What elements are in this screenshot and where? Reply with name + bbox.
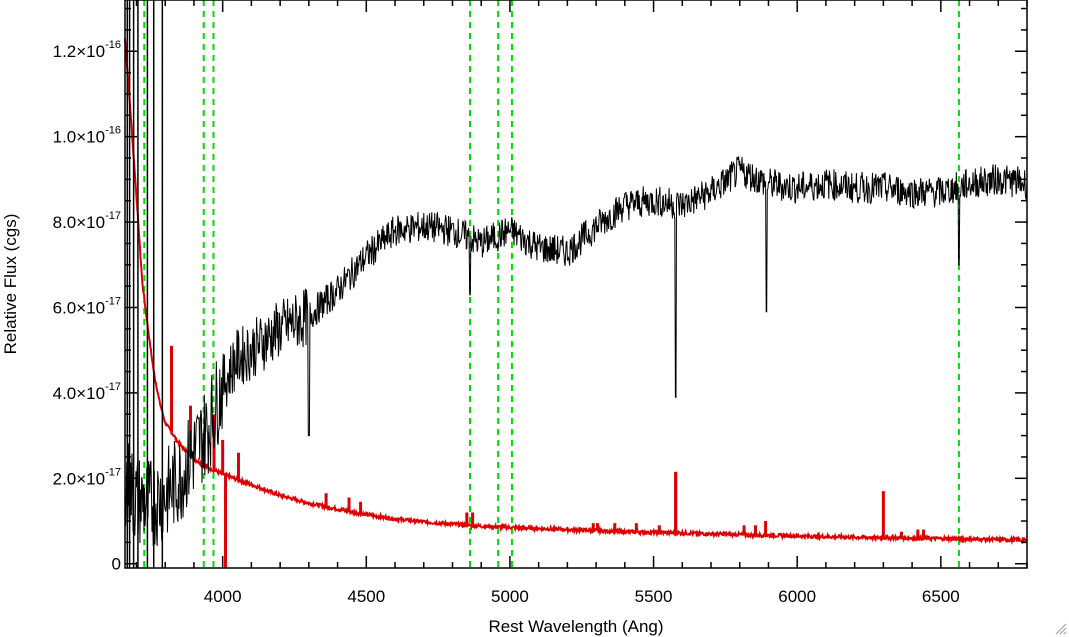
y-axis-ticks: 02.0×10-174.0×10-176.0×10-178.0×10-171.0… [53,7,1027,574]
x-tick-label: 5000 [491,587,529,606]
y-tick-label: 8.0×10-17 [53,210,121,232]
x-axis-ticks: 4000 4500 5000 5500 6000 6500 [135,0,1028,606]
y-tick-label: 1.2×10-16 [53,39,121,61]
y-tick-exponent: -17 [105,466,121,478]
y-tick-exponent: -17 [105,210,121,222]
y-tick-mantissa: 4.0×10 [53,384,105,403]
y-tick-exponent: -17 [105,295,121,307]
y-tick-label: 6.0×10-17 [53,295,121,317]
y-tick-mantissa: 0 [112,555,121,574]
series-line-black [124,156,1028,547]
x-tick-label: 4000 [204,587,242,606]
series-spectrum-black [124,0,1028,568]
x-axis-label: Rest Wavelength (Ang) [488,617,663,636]
y-tick-exponent: -16 [105,39,121,51]
x-tick-label: 5500 [635,587,673,606]
y-tick-mantissa: 1.0×10 [53,128,105,147]
plot-frame [124,0,1028,569]
y-tick-label: 2.0×10-17 [53,466,121,488]
y-tick-mantissa: 6.0×10 [53,298,105,317]
x-tick-label: 6500 [922,587,960,606]
series-line-red [124,38,1028,546]
y-axis-label: Relative Flux (cgs) [1,214,20,355]
y-tick-mantissa: 8.0×10 [53,213,105,232]
x-tick-label: 4500 [347,587,385,606]
resize-grip-icon[interactable] [1053,621,1067,635]
y-tick-exponent: -17 [105,381,121,393]
series-model-red [124,38,1028,568]
y-tick-mantissa: 2.0×10 [53,469,105,488]
y-tick-mantissa: 1.2×10 [53,42,105,61]
y-tick-label: 1.0×10-16 [53,125,121,147]
y-tick-exponent: -16 [105,125,121,137]
x-tick-label: 6000 [778,587,816,606]
y-tick-label: 0 [112,555,121,574]
y-tick-label: 4.0×10-17 [53,381,121,403]
reference-lines [143,0,960,568]
